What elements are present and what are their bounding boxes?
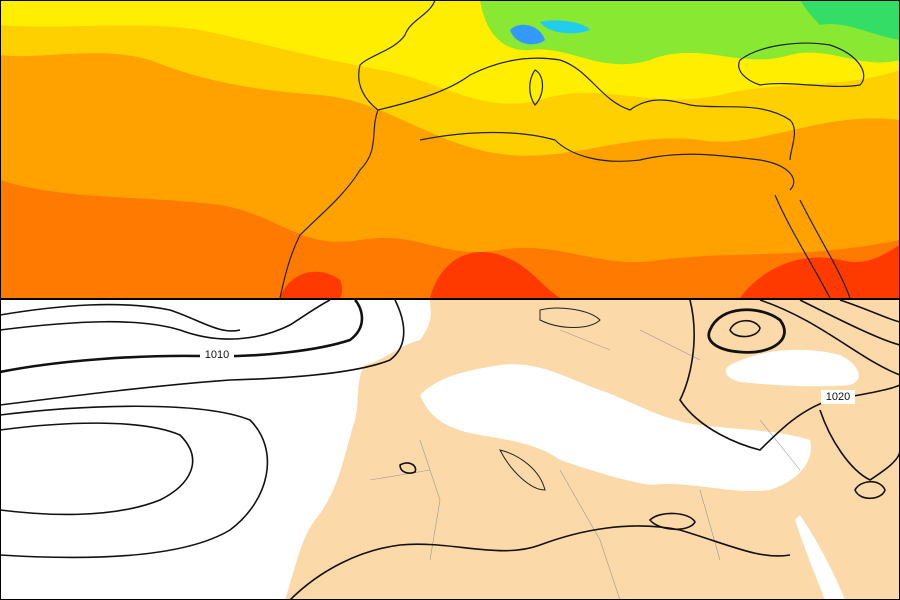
isobar: [289, 525, 791, 600]
isobar: [819, 409, 900, 481]
isobar: [0, 299, 331, 340]
isobar-label: 1010: [205, 349, 229, 361]
label-background: [821, 390, 855, 404]
pressure-map: 1010 1020: [0, 299, 900, 600]
coastline: [419, 131, 795, 191]
field-red: [280, 245, 900, 298]
isobar: [0, 299, 405, 406]
isobar: [759, 299, 900, 376]
isobar: [0, 303, 241, 332]
island: [529, 69, 544, 106]
field-green: [480, 0, 900, 65]
field-orange: [0, 180, 900, 298]
isobar: [729, 319, 761, 338]
coastline: [774, 194, 851, 299]
isobar: [0, 299, 364, 374]
sea: [420, 364, 811, 492]
temperature-map: [0, 0, 900, 299]
coastline: [738, 42, 865, 88]
isobar: [0, 405, 269, 559]
sea: [725, 349, 859, 387]
coastline: [279, 0, 436, 299]
isobar: [399, 462, 886, 531]
coastline: [377, 57, 795, 161]
isobar-label: 1020: [826, 391, 850, 403]
field-green-dark: [800, 0, 900, 40]
isobar: [0, 422, 194, 516]
sea: [795, 515, 845, 600]
coastline: [499, 307, 601, 491]
isobar: [707, 308, 786, 354]
country-border: [369, 329, 801, 600]
field-cool-spot: [540, 20, 590, 34]
label-background: [200, 348, 234, 362]
field-cold-spot: [510, 24, 545, 45]
